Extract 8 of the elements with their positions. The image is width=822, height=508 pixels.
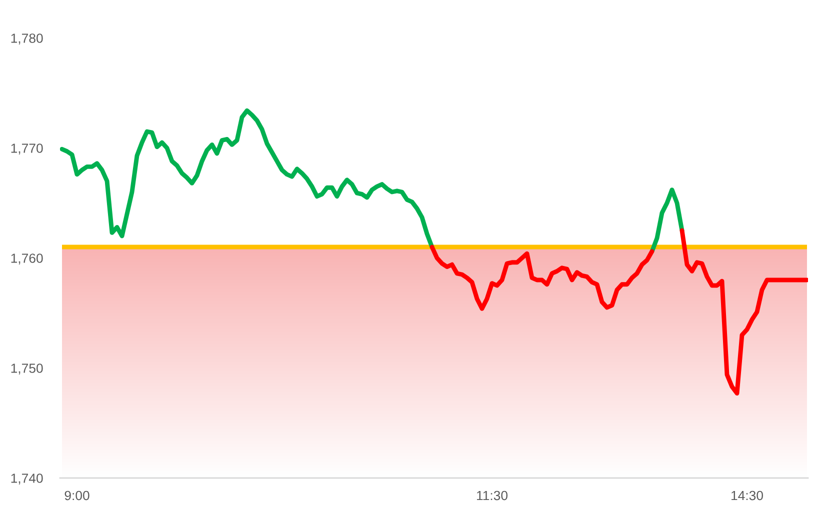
y-tick-label: 1,780 — [11, 34, 43, 44]
y-tick-label: 1,740 — [11, 474, 43, 484]
x-tick-label: 11:30 — [476, 490, 508, 500]
x-tick-label: 9:00 — [64, 490, 90, 500]
y-tick-label: 1,750 — [11, 364, 43, 374]
y-tick-label: 1,770 — [11, 144, 43, 154]
x-tick-label: 14:30 — [732, 490, 763, 500]
y-tick-label: 1,760 — [11, 254, 43, 264]
